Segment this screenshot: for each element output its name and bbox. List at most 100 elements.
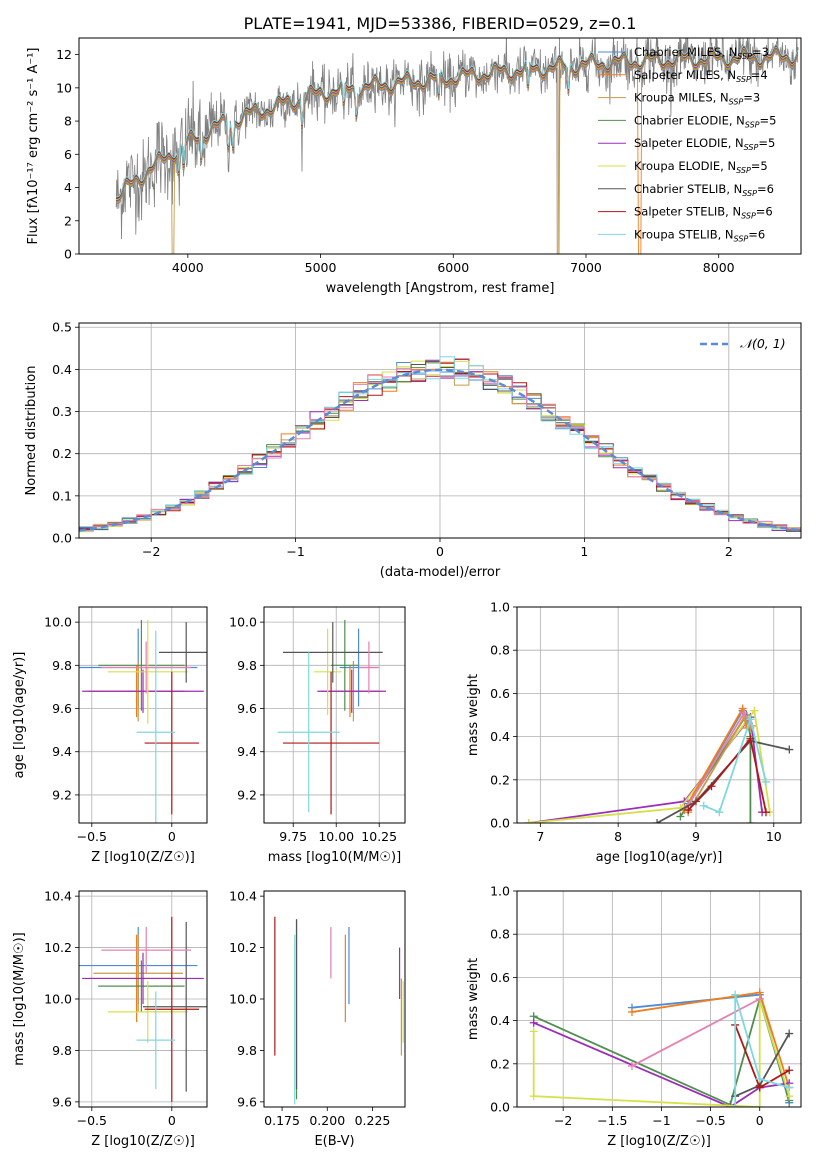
weight-marker [707,782,716,791]
weight-marker [653,819,662,823]
x-tick-label: −0.5 [77,829,107,844]
x-axis-label: E(B-V) [314,1134,354,1149]
figure-title: PLATE=1941, MJD=53386, FIBERID=0529, z=0… [244,14,637,33]
error-bar-point [277,652,340,813]
weight-marker [731,990,740,999]
weight-marker [755,1103,764,1107]
weight-line [687,736,767,813]
x-tick-label: 7000 [570,260,602,275]
y-tick-label: 0 [64,247,72,262]
x-axis-label: wavelength [Angstrom, rest frame] [326,281,555,296]
y-axis-label: mass weight [466,958,481,1040]
x-tick-label: 0 [168,829,176,844]
y-tick-label: 0.0 [490,1100,510,1115]
y-tick-label: 0.2 [490,1056,510,1071]
error-bar-point [282,622,383,683]
error-bar-point [82,669,204,713]
weight-marker [755,1083,764,1092]
x-tick-label: −2 [142,544,160,559]
x-tick-label: 8000 [703,260,735,275]
weight-marker [529,1018,538,1027]
x-tick-label: 0 [756,1113,764,1128]
x-tick-label: −1.5 [597,1113,627,1128]
weight-marker [726,1103,735,1107]
weight-marker [738,704,747,713]
x-tick-label: 10.25 [361,829,397,844]
y-tick-label: 9.4 [52,744,72,759]
y-tick-label: 9.6 [52,1094,72,1109]
y-tick-label: 9.6 [237,1094,257,1109]
error-bar-point [313,628,342,715]
weight-marker [524,819,533,823]
error-bar-point [144,671,199,815]
y-tick-label: 0.8 [490,643,510,658]
weight-marker [755,1074,764,1083]
legend-label: Salpeter ELODIE, NSSP=5 [634,136,775,152]
error-bar-point [358,641,380,694]
plot-area [277,619,387,815]
y-tick-label: 10.4 [44,889,72,904]
weight-marker [746,715,755,724]
error-bar-point [98,619,185,711]
x-axis-label: Z [log10(Z/Z☉)] [91,850,195,865]
weight-marker [785,1083,794,1092]
x-tick-label: −2 [554,1113,572,1128]
y-tick-label: 0.6 [490,970,510,985]
weight-marker [715,808,724,817]
panel-weight-vs-z: −2 −1.5 −1 −0.5 0 0.0 0.2 0.4 0.6 0.8 1.0 Z [log10(… [466,884,802,1149]
panel-weight-vs-age: 7 8 9 10 0.0 0.2 0.4 0.6 0.8 1.0 age [log10(age/yr… [466,600,802,865]
x-tick-label: 7 [536,829,544,844]
weight-marker [676,812,685,821]
plot-area [524,704,794,823]
y-tick-label: 0.5 [52,320,72,335]
axes-frame [516,606,802,824]
weight-marker [529,1092,538,1101]
x-tick-label: −1 [286,544,304,559]
weight-line [631,998,761,1067]
y-axis-label: age [log10(age/yr)] [12,652,27,779]
legend-label: Kroupa ELODIE, NSSP=5 [634,159,768,175]
legend-label: Kroupa MILES, NSSP=3 [634,91,760,107]
weight-marker [746,819,755,823]
y-tick-label: 2 [64,213,72,228]
legend-label: Chabrier ELODIE, NSSP=5 [634,113,776,129]
weight-marker [761,808,770,817]
error-bar-point [98,960,185,1012]
axes-frame [516,890,802,1108]
y-tick-label: 9.8 [237,1043,257,1058]
y-tick-label: 12 [56,47,72,62]
y-tick-label: 9.4 [237,744,257,759]
weight-marker [627,1061,636,1070]
panel-spectrum: 4000 5000 6000 7000 8000 0 2 4 6 8 10 12 wavelength … [26,37,802,296]
error-bar-point [101,927,191,974]
y-axis-label: mass weight [466,674,481,756]
plot-area [79,619,207,823]
weight-marker [755,995,764,1003]
x-tick-label: 0.225 [355,1113,391,1128]
x-tick-label: 9.75 [279,829,307,844]
weight-marker [746,734,755,743]
y-tick-label: 0.4 [490,1013,510,1028]
x-axis-label: age [log10(age/yr)] [596,850,723,865]
y-tick-label: 9.8 [52,658,72,673]
y-axis-label: mass [log10(M/M☉)] [12,932,27,1065]
weight-marker [750,706,759,715]
weight-line [687,715,752,813]
x-tick-label: 10 [766,829,782,844]
y-tick-label: 10.0 [229,615,257,630]
error-bar-point [82,952,204,1005]
y-tick-label: 0.1 [52,488,72,503]
y-tick-label: 0.2 [490,772,510,787]
y-tick-label: 10.0 [44,992,72,1007]
legend-label: 𝒩(0, 1) [740,336,786,351]
legend: Chabrier MILES, NSSP=3 Salpeter MILES, NS… [598,45,776,243]
panel-mass-vs-ebv: 0.175 0.200 0.225 9.6 9.8 10.0 10.2 10.4 E(B-V) [229,889,406,1149]
axes-frame [263,606,406,824]
x-tick-label: 8 [614,829,622,844]
x-tick-label: 6000 [437,260,469,275]
model-line [116,44,799,198]
x-tick-label: 1 [580,544,588,559]
error-bar-point [107,981,188,1043]
legend-label: Chabrier MILES, NSSP=3 [634,45,769,61]
